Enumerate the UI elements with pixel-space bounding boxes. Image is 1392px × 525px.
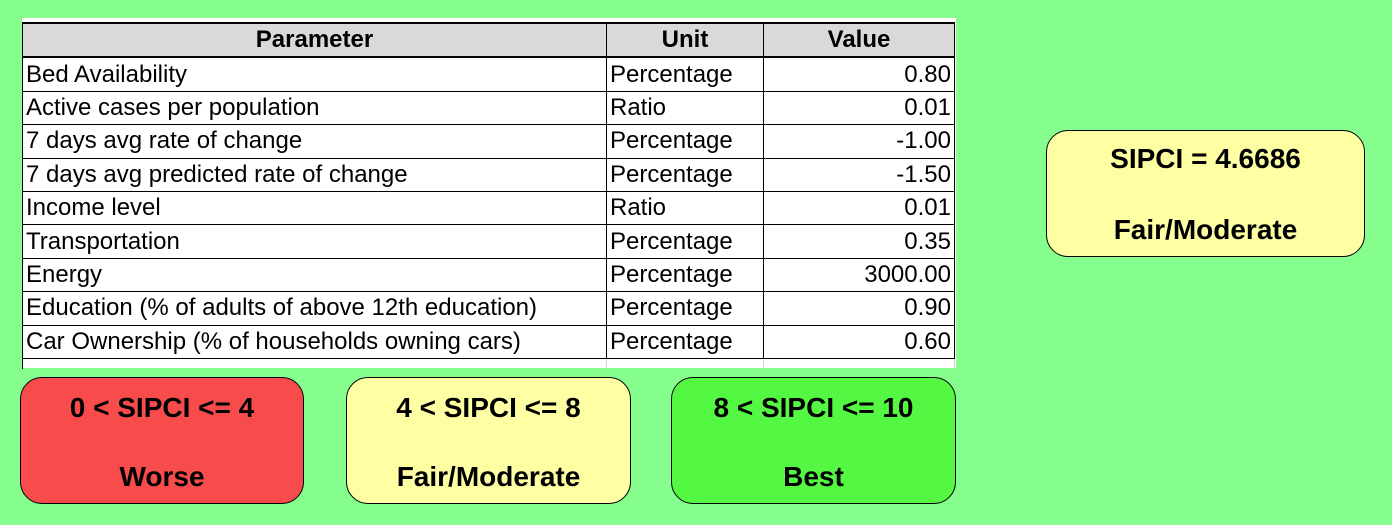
unit-cell[interactable]: Percentage bbox=[606, 291, 764, 326]
unit-cell[interactable]: Percentage bbox=[606, 257, 764, 293]
legend-box-best: 8 < SIPCI <= 10 Best bbox=[671, 377, 956, 504]
parameter-table: Parameter Unit Value Bed Availability Pe… bbox=[22, 21, 955, 369]
table-row[interactable]: Car Ownership (% of households owning ca… bbox=[22, 324, 955, 359]
legend-label: Fair/Moderate bbox=[396, 461, 581, 492]
empty-cell[interactable] bbox=[22, 357, 607, 369]
table-row[interactable]: Income level Ratio 0.01 bbox=[22, 190, 955, 226]
value-cell[interactable]: -1.50 bbox=[763, 157, 955, 192]
table-row[interactable]: Education (% of adults of above 12th edu… bbox=[22, 291, 955, 326]
table-row[interactable]: Transportation Percentage 0.35 bbox=[22, 224, 955, 259]
empty-row[interactable] bbox=[22, 357, 955, 369]
value-cell[interactable]: 0.90 bbox=[763, 291, 955, 326]
unit-cell[interactable]: Percentage bbox=[606, 157, 764, 192]
column-header-unit: Unit bbox=[606, 21, 764, 59]
value-cell[interactable]: 0.35 bbox=[763, 224, 955, 259]
column-header-value: Value bbox=[763, 21, 955, 59]
sipci-score: SIPCI = 4.6686 bbox=[1110, 143, 1301, 174]
value-cell[interactable]: 3000.00 bbox=[763, 257, 955, 293]
sipci-result-box: SIPCI = 4.6686 Fair/Moderate bbox=[1046, 130, 1365, 257]
value-cell[interactable]: 0.80 bbox=[763, 56, 955, 92]
table-row[interactable]: Bed Availability Percentage 0.80 bbox=[22, 56, 955, 92]
parameter-cell[interactable]: Income level bbox=[22, 190, 607, 226]
table-row[interactable]: Energy Percentage 3000.00 bbox=[22, 257, 955, 293]
parameter-cell[interactable]: Car Ownership (% of households owning ca… bbox=[22, 324, 607, 359]
legend-box-fair: 4 < SIPCI <= 8 Fair/Moderate bbox=[346, 377, 631, 504]
unit-cell[interactable]: Ratio bbox=[606, 90, 764, 126]
parameter-cell[interactable]: Bed Availability bbox=[22, 56, 607, 92]
table-row[interactable]: 7 days avg predicted rate of change Perc… bbox=[22, 157, 955, 192]
legend-box-worse: 0 < SIPCI <= 4 Worse bbox=[20, 377, 304, 504]
legend-range: 4 < SIPCI <= 8 bbox=[396, 392, 581, 423]
legend-range: 8 < SIPCI <= 10 bbox=[713, 392, 914, 423]
empty-cell[interactable] bbox=[763, 357, 955, 369]
parameter-cell[interactable]: Education (% of adults of above 12th edu… bbox=[22, 291, 607, 326]
legend-range: 0 < SIPCI <= 4 bbox=[69, 392, 255, 423]
table-row[interactable]: Active cases per population Ratio 0.01 bbox=[22, 90, 955, 126]
unit-cell[interactable]: Percentage bbox=[606, 224, 764, 259]
unit-cell[interactable]: Ratio bbox=[606, 190, 764, 226]
table-row[interactable]: 7 days avg rate of change Percentage -1.… bbox=[22, 124, 955, 159]
value-cell[interactable]: 0.01 bbox=[763, 90, 955, 126]
unit-cell[interactable]: Percentage bbox=[606, 124, 764, 159]
legend-label: Best bbox=[783, 461, 844, 492]
value-cell[interactable]: 0.01 bbox=[763, 190, 955, 226]
value-cell[interactable]: -1.00 bbox=[763, 124, 955, 159]
table-header-row: Parameter Unit Value bbox=[22, 21, 955, 59]
empty-cell[interactable] bbox=[606, 357, 764, 369]
unit-cell[interactable]: Percentage bbox=[606, 56, 764, 92]
parameter-cell[interactable]: Active cases per population bbox=[22, 90, 607, 126]
parameter-cell[interactable]: 7 days avg rate of change bbox=[22, 124, 607, 159]
column-header-parameter: Parameter bbox=[22, 21, 607, 59]
parameter-sheet: Parameter Unit Value Bed Availability Pe… bbox=[22, 18, 956, 369]
sipci-category: Fair/Moderate bbox=[1113, 214, 1298, 245]
unit-cell[interactable]: Percentage bbox=[606, 324, 764, 359]
parameter-cell[interactable]: 7 days avg predicted rate of change bbox=[22, 157, 607, 192]
value-cell[interactable]: 0.60 bbox=[763, 324, 955, 359]
legend-label: Worse bbox=[119, 461, 205, 492]
parameter-cell[interactable]: Transportation bbox=[22, 224, 607, 259]
parameter-cell[interactable]: Energy bbox=[22, 257, 607, 293]
